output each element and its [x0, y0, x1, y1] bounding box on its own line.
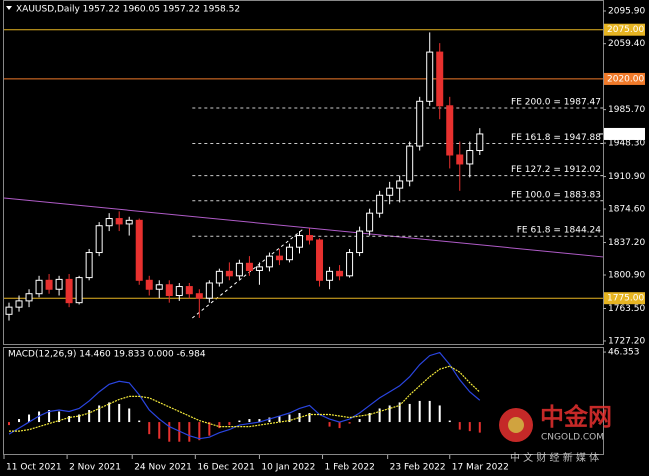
candle-body: [245, 262, 253, 271]
candle-body: [155, 284, 163, 290]
level-tag: [604, 23, 645, 36]
chart-title: XAUUSD,Daily 1957.22 1960.05 1957.22 195…: [16, 5, 240, 15]
candle-body: [215, 270, 223, 284]
level-label: 1775.00: [607, 294, 644, 304]
level-label: 2075.00: [607, 25, 644, 35]
candle-body: [366, 212, 374, 232]
level-tag: [604, 292, 645, 305]
candle-body: [35, 279, 43, 295]
x-tick-label: 16 Dec 2021: [197, 463, 255, 473]
y-tick-label: 1800.90: [608, 271, 645, 281]
y-tick-label: 1948.30: [608, 139, 645, 149]
x-tick-label: 2 Nov 2021: [69, 463, 121, 473]
macd-pane-frame: [3, 347, 604, 455]
candle-body: [135, 219, 143, 281]
candle-body: [316, 239, 324, 281]
y-tick-label: 1985.70: [608, 105, 645, 115]
collapse-icon: [6, 6, 12, 10]
watermark-site: CNGOLD.COM: [541, 433, 604, 443]
candle-body: [456, 154, 464, 165]
y-tick-label: 1874.60: [608, 205, 645, 215]
macd-label: MACD(12,26,9) 14.460 19.833 0.000 -6.984: [8, 350, 206, 360]
candle-body: [105, 218, 113, 227]
candle-body: [416, 100, 424, 147]
fib-label: FE 100.0 = 1883.83: [511, 190, 601, 200]
watermark-slogan: 中 文 财 经 新 媒 体: [510, 451, 599, 464]
level-label: 2020.00: [607, 74, 644, 84]
candle-body: [95, 225, 103, 254]
candle-body: [205, 282, 213, 299]
macd-y-tick-label: 46.353: [608, 348, 640, 358]
candle-body: [5, 306, 13, 315]
trendline: [3, 197, 604, 258]
candle-body: [115, 218, 123, 225]
candle-body: [15, 300, 23, 308]
x-tick-label: 11 Oct 2021: [6, 463, 62, 473]
candle-body: [295, 235, 303, 248]
candle-body: [396, 180, 404, 189]
current-price-label: 1958.52: [607, 129, 644, 139]
y-tick-label: 1763.50: [608, 304, 645, 314]
candle-body: [75, 277, 83, 304]
current-price-tag: [604, 127, 645, 140]
x-tick-label: 24 Nov 2021: [134, 463, 192, 473]
candle-body: [386, 187, 394, 196]
candle-body: [356, 230, 364, 254]
candle-body: [195, 293, 203, 299]
candle-body: [406, 145, 414, 182]
main-pane-frame: [3, 0, 604, 345]
candle-body: [275, 255, 283, 261]
candle-body: [446, 105, 454, 156]
candle-body: [436, 51, 444, 107]
candle-body: [466, 150, 474, 165]
level-tag: [604, 72, 645, 85]
x-tick-label: 1 Feb 2022: [325, 463, 375, 473]
x-tick-label: 23 Feb 2022: [390, 463, 446, 473]
y-tick-label: 2095.90: [608, 7, 645, 17]
candle-body: [45, 279, 53, 290]
candle-body: [306, 235, 314, 241]
candle-body: [175, 286, 183, 297]
y-tick-label: 1910.90: [608, 172, 645, 182]
watermark: 中金网 CNGOLD.COM 中 文 财 经 新 媒 体: [499, 403, 612, 464]
candle-body: [55, 278, 63, 290]
fib-label: FE 200.0 = 1987.47: [511, 98, 601, 108]
candle-body: [25, 293, 33, 302]
y-tick-label: 2059.40: [608, 39, 645, 49]
candle-body: [346, 252, 354, 277]
candle-body: [85, 252, 93, 279]
watermark-logo-inner: [508, 417, 524, 433]
candle-body: [125, 219, 133, 225]
candle-body: [255, 266, 263, 271]
macd-main-line: [8, 351, 481, 440]
x-tick-label: 17 Mar 2022: [452, 463, 509, 473]
candle-body: [326, 270, 334, 281]
candle-body: [225, 270, 233, 277]
candle-body: [476, 133, 484, 152]
fib-label: FE 161.8 = 1947.88: [511, 133, 601, 143]
candle-body: [426, 51, 434, 102]
candle-body: [285, 246, 293, 261]
candle-body: [235, 262, 243, 277]
candle-body: [265, 255, 273, 268]
candle-body: [336, 270, 344, 277]
y-tick-label: 1837.20: [608, 238, 645, 248]
fib-label: FE 127.2 = 1912.02: [511, 165, 601, 175]
candle-body: [165, 284, 173, 297]
candle-body: [376, 194, 384, 214]
macd-signal-line: [9, 365, 481, 432]
y-tick-label: 1727.20: [608, 336, 645, 346]
watermark-name: 中金网: [540, 403, 612, 431]
x-tick-label: 10 Jan 2022: [261, 463, 315, 473]
fib-label: FE 61.8 = 1844.24: [517, 226, 602, 236]
candle-body: [185, 286, 193, 295]
candle-body: [145, 279, 153, 290]
candle-body: [65, 278, 73, 304]
